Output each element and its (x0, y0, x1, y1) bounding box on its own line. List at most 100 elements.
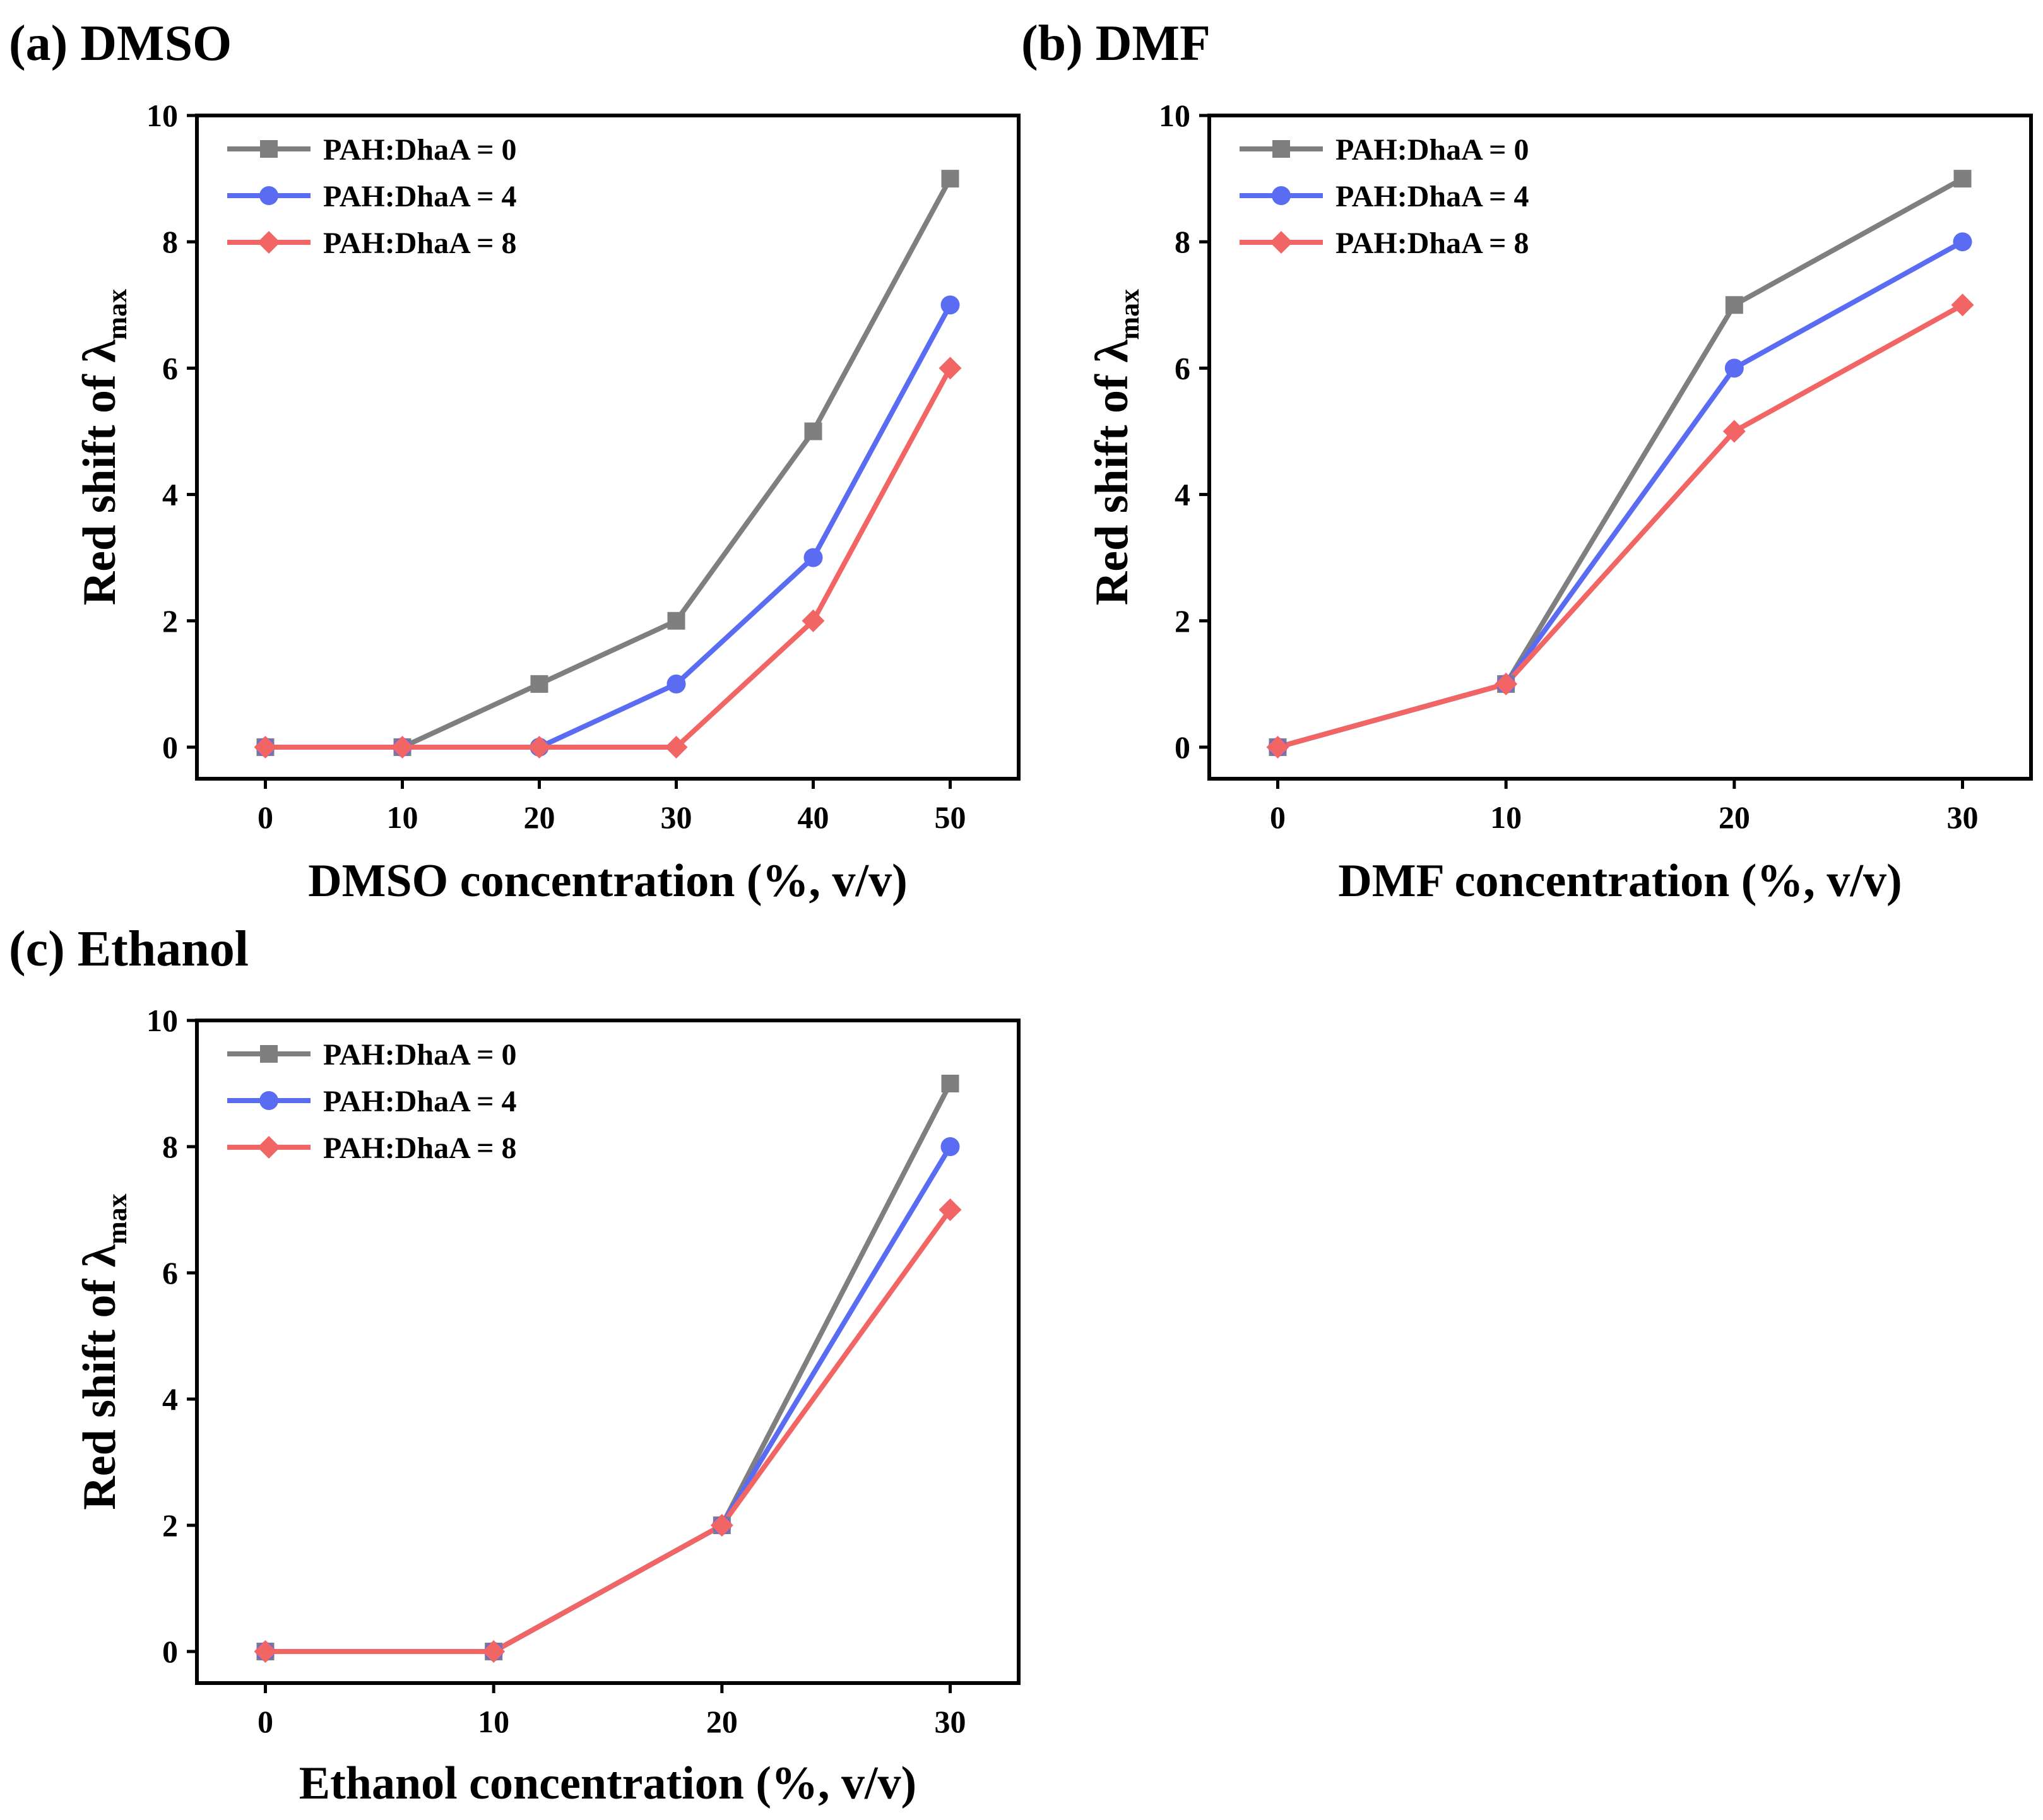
y-tick-label: 6 (162, 1255, 178, 1291)
series-line (265, 177, 953, 750)
data-point-circle (940, 295, 960, 315)
series-markers (1266, 293, 1974, 759)
series-markers (254, 1198, 962, 1663)
x-axis-label: Ethanol concentration (%, v/v) (299, 1758, 916, 1809)
y-axis-label-subscript: max (102, 1193, 133, 1244)
legend-label: PAH:DhaA = 4 (323, 1085, 516, 1118)
series-markers (256, 1137, 960, 1661)
series-markers (254, 357, 962, 759)
x-tick-label: 0 (1270, 800, 1286, 835)
data-point-square (1725, 296, 1743, 314)
data-point-diamond (1266, 735, 1289, 759)
legend: PAH:DhaA = 0 PAH:DhaA = 4 PAH:DhaA = 8 (227, 133, 516, 260)
data-point-square (260, 1045, 278, 1063)
legend-label: PAH:DhaA = 8 (323, 1132, 516, 1165)
y-tick-label: 10 (146, 1003, 178, 1038)
y-axis-label: Red shift of λmax (74, 289, 133, 605)
data-point-square (260, 140, 278, 158)
x-tick-label: 0 (258, 800, 273, 835)
legend-label: PAH:DhaA = 4 (323, 180, 516, 213)
y-axis-label-main: Red shift of λ (74, 1244, 126, 1510)
data-point-diamond (802, 609, 825, 632)
data-point-diamond (1951, 293, 1974, 317)
data-point-square (941, 170, 959, 188)
y-tick-label: 8 (1175, 224, 1190, 259)
panel-title: (a) DMSO (9, 16, 232, 71)
data-point-diamond (939, 357, 962, 380)
y-axis-label-subscript: max (102, 289, 133, 340)
legend: PAH:DhaA = 0 PAH:DhaA = 4 PAH:DhaA = 8 (227, 1038, 516, 1165)
x-axis-label: DMF concentration (%, v/v) (1338, 855, 1902, 907)
y-tick-label: 6 (1175, 350, 1190, 386)
data-point-diamond (258, 231, 280, 254)
x-axis-label: DMSO concentration (%, v/v) (308, 855, 908, 907)
data-point-square (667, 612, 685, 630)
legend-label: PAH:DhaA = 0 (323, 1038, 516, 1072)
data-point-circle (666, 674, 686, 694)
y-tick-label: 4 (1175, 477, 1190, 512)
y-axis-label-main: Red shift of λ (1086, 340, 1138, 605)
x-tick-label: 30 (661, 800, 692, 835)
x-tick-label: 0 (258, 1704, 273, 1739)
data-point-circle (1953, 232, 1972, 252)
series-line (265, 1208, 952, 1654)
y-tick-label: 6 (162, 350, 178, 386)
data-point-square (941, 1075, 959, 1092)
data-point-diamond (1722, 420, 1746, 443)
plot-frame (195, 1019, 1021, 1685)
legend-label: PAH:DhaA = 8 (1335, 227, 1529, 260)
y-tick-label: 2 (162, 603, 178, 639)
x-tick-label: 20 (706, 1704, 738, 1739)
y-tick-label: 0 (162, 1634, 178, 1669)
y-tick-label: 0 (1175, 730, 1190, 765)
data-point-diamond (254, 1640, 277, 1663)
data-point-square (1272, 140, 1290, 158)
legend-label: PAH:DhaA = 4 (1335, 180, 1529, 213)
y-axis-label: Red shift of λmax (1086, 289, 1145, 605)
x-tick-label: 10 (478, 1704, 509, 1739)
legend: PAH:DhaA = 0 PAH:DhaA = 4 PAH:DhaA = 8 (1240, 133, 1529, 260)
chart-panel-b: (b) DMF 0 2 4 6 8 10 0 10 20 30 DMF concentration (… (1021, 16, 2033, 907)
data-point-circle (259, 186, 278, 205)
legend-label: PAH:DhaA = 8 (323, 227, 516, 260)
series-line (265, 367, 953, 750)
x-tick-label: 20 (524, 800, 555, 835)
data-point-square (530, 675, 548, 693)
y-tick-label: 4 (162, 1381, 178, 1417)
legend-label: PAH:DhaA = 0 (323, 133, 516, 167)
series-line (1277, 176, 1964, 750)
data-point-square (1953, 170, 1972, 188)
panel-title: (c) Ethanol (9, 921, 249, 977)
data-point-circle (1272, 186, 1291, 205)
x-tick-label: 50 (935, 800, 966, 835)
y-tick-label: 2 (162, 1508, 178, 1543)
data-point-diamond (939, 1198, 962, 1221)
y-tick-label: 10 (1159, 98, 1190, 133)
y-axis-label: Red shift of λmax (74, 1193, 133, 1510)
chart-panel-a: (a) DMSO 0 2 4 6 8 10 0 10 20 30 40 50 DMSO concentra… (9, 16, 1021, 907)
data-point-diamond (1495, 672, 1518, 695)
data-point-circle (940, 1137, 960, 1156)
x-tick-label: 10 (1490, 800, 1522, 835)
x-tick-label: 30 (935, 1704, 966, 1739)
x-tick-label: 20 (1719, 800, 1750, 835)
x-tick-label: 10 (387, 800, 418, 835)
series-line (1277, 302, 1964, 750)
data-point-diamond (391, 735, 414, 759)
y-tick-label: 4 (162, 477, 178, 512)
y-tick-label: 0 (162, 730, 178, 765)
legend-label: PAH:DhaA = 0 (1335, 133, 1529, 167)
y-tick-label: 8 (162, 224, 178, 259)
series-line (265, 1145, 952, 1654)
data-point-circle (803, 548, 823, 567)
data-point-diamond (710, 1514, 733, 1537)
data-point-diamond (1270, 231, 1293, 254)
data-point-diamond (254, 735, 277, 759)
y-axis-label-main: Red shift of λ (74, 340, 126, 605)
y-tick-label: 8 (162, 1129, 178, 1164)
panel-title: (b) DMF (1021, 16, 1211, 71)
data-point-diamond (665, 735, 688, 759)
chart-panel-c: (c) Ethanol 0 2 4 6 8 10 0 10 20 30 Ethanol concent… (9, 921, 1021, 1809)
series-markers (256, 295, 960, 757)
